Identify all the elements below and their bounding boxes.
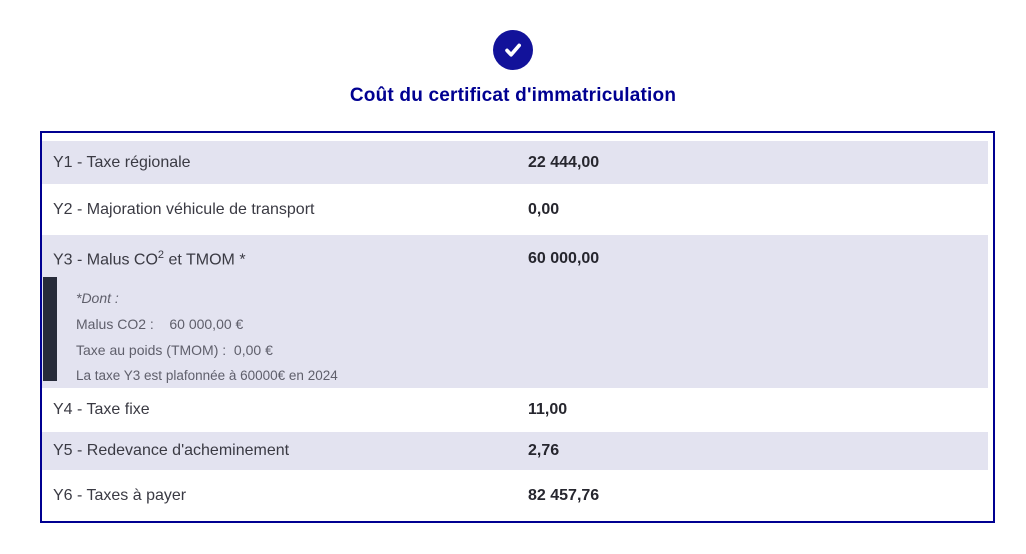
table-row-group-y3: Y3 - Malus CO2 et TMOM * 60 000,00 *Dont… [42,235,988,388]
row-label: Y1 - Taxe régionale [53,153,191,171]
table-row-y3: Y3 - Malus CO2 et TMOM * 60 000,00 [42,235,988,283]
table-row-y6: Y6 - Taxes à payer 82 457,76 [42,470,988,521]
detail-accent-bar [43,277,57,381]
checkmark-glyph [505,43,521,57]
table-row-y2: Y2 - Majoration véhicule de transport 0,… [42,184,988,235]
detail-line-dont: *Dont : [76,290,119,306]
detail-line-tmom: Taxe au poids (TMOM) : 0,00 € [76,342,273,358]
cost-table: Y1 - Taxe régionale 22 444,00 Y2 - Major… [40,131,995,523]
table-row-y5: Y5 - Redevance d'acheminement 2,76 [42,432,988,470]
row-label: Y6 - Taxes à payer [53,486,187,504]
table-row-y1: Y1 - Taxe régionale 22 444,00 [42,141,988,184]
row-value: 82 457,76 [528,486,600,504]
success-check-icon [493,30,533,70]
detail-line-malus-co2: Malus CO2 : 60 000,00 € [76,316,244,332]
row-value: 11,00 [528,401,568,418]
row-value: 0,00 [528,200,560,218]
page-title: Coût du certificat d'immatriculation [349,85,677,106]
row-value: 60 000,00 [528,250,600,267]
table-row-y4: Y4 - Taxe fixe 11,00 [42,388,988,432]
row-label: Y4 - Taxe fixe [53,401,150,418]
row-label: Y3 - Malus CO2 et TMOM * [53,248,246,269]
row-label: Y5 - Redevance d'acheminement [53,442,290,459]
co2-superscript: 2 [157,248,165,261]
y3-details: *Dont : Malus CO2 : 60 000,00 € Taxe au … [42,277,988,388]
row-value: 2,76 [528,442,560,459]
detail-line-cap-note: La taxe Y3 est plafonnée à 60000€ en 202… [76,368,338,383]
row-value: 22 444,00 [528,153,600,171]
row-label: Y2 - Majoration véhicule de transport [53,200,315,218]
